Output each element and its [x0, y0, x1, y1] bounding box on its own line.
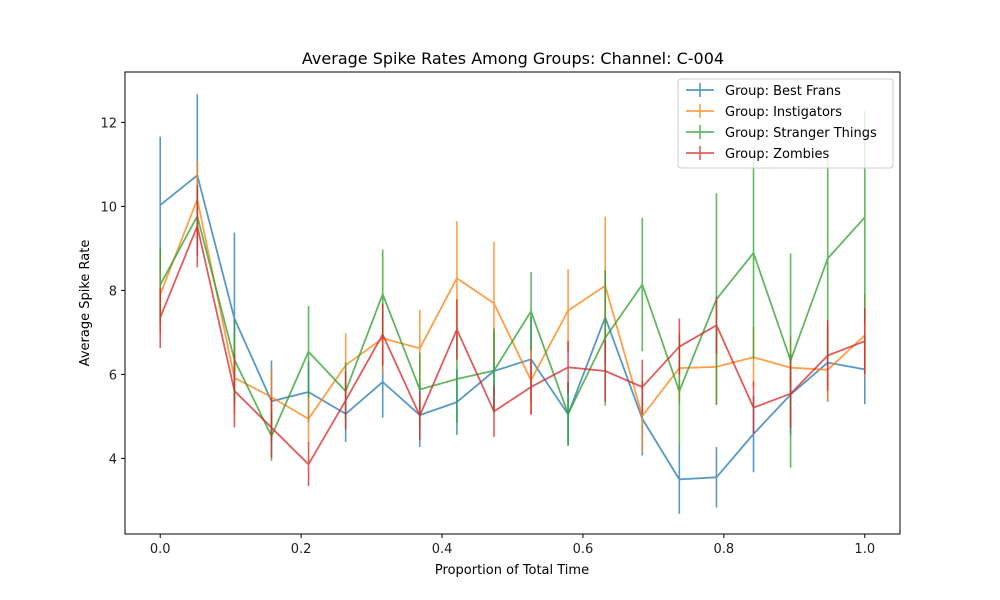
legend-label: Group: Instigators [725, 105, 842, 120]
series-line [159, 215, 866, 438]
axes-border [124, 71, 901, 535]
x-tick-label: 0.2 [291, 542, 312, 557]
series-4 [159, 184, 866, 487]
series-line [159, 225, 866, 466]
legend-label: Group: Stranger Things [725, 126, 877, 141]
legend: Group: Best Frans Group: Instigators Group… [677, 78, 894, 169]
legend-item [686, 104, 714, 118]
plot-content [159, 94, 866, 514]
legend-item [686, 146, 714, 160]
y-tick-label: 8 [109, 284, 117, 299]
y-axis-ticks: 4 6 8 10 12 [100, 116, 125, 467]
y-tick-label: 6 [109, 368, 117, 383]
x-tick-label: 0.8 [714, 542, 735, 557]
x-tick-label: 1.0 [854, 542, 875, 557]
y-tick-label: 10 [100, 200, 117, 215]
legend-label: Group: Zombies [725, 147, 829, 162]
x-axis-ticks: 0.0 0.2 0.4 0.6 0.8 1.0 [150, 534, 875, 557]
x-tick-label: 0.4 [432, 542, 453, 557]
legend-box [677, 78, 894, 169]
legend-item [686, 83, 714, 97]
x-tick-label: 0.6 [573, 542, 594, 557]
y-tick-label: 12 [100, 116, 117, 131]
legend-label: Group: Best Frans [725, 84, 841, 99]
axes-frame [124, 71, 901, 535]
chart-title: Average Spike Rates Among Groups: Channe… [302, 49, 724, 68]
y-axis-label: Average Spike Rate [78, 240, 93, 367]
legend-item [686, 125, 714, 139]
y-tick-label: 4 [109, 452, 117, 467]
x-axis-label: Proportion of Total Time [435, 563, 589, 578]
x-tick-label: 0.0 [150, 542, 171, 557]
